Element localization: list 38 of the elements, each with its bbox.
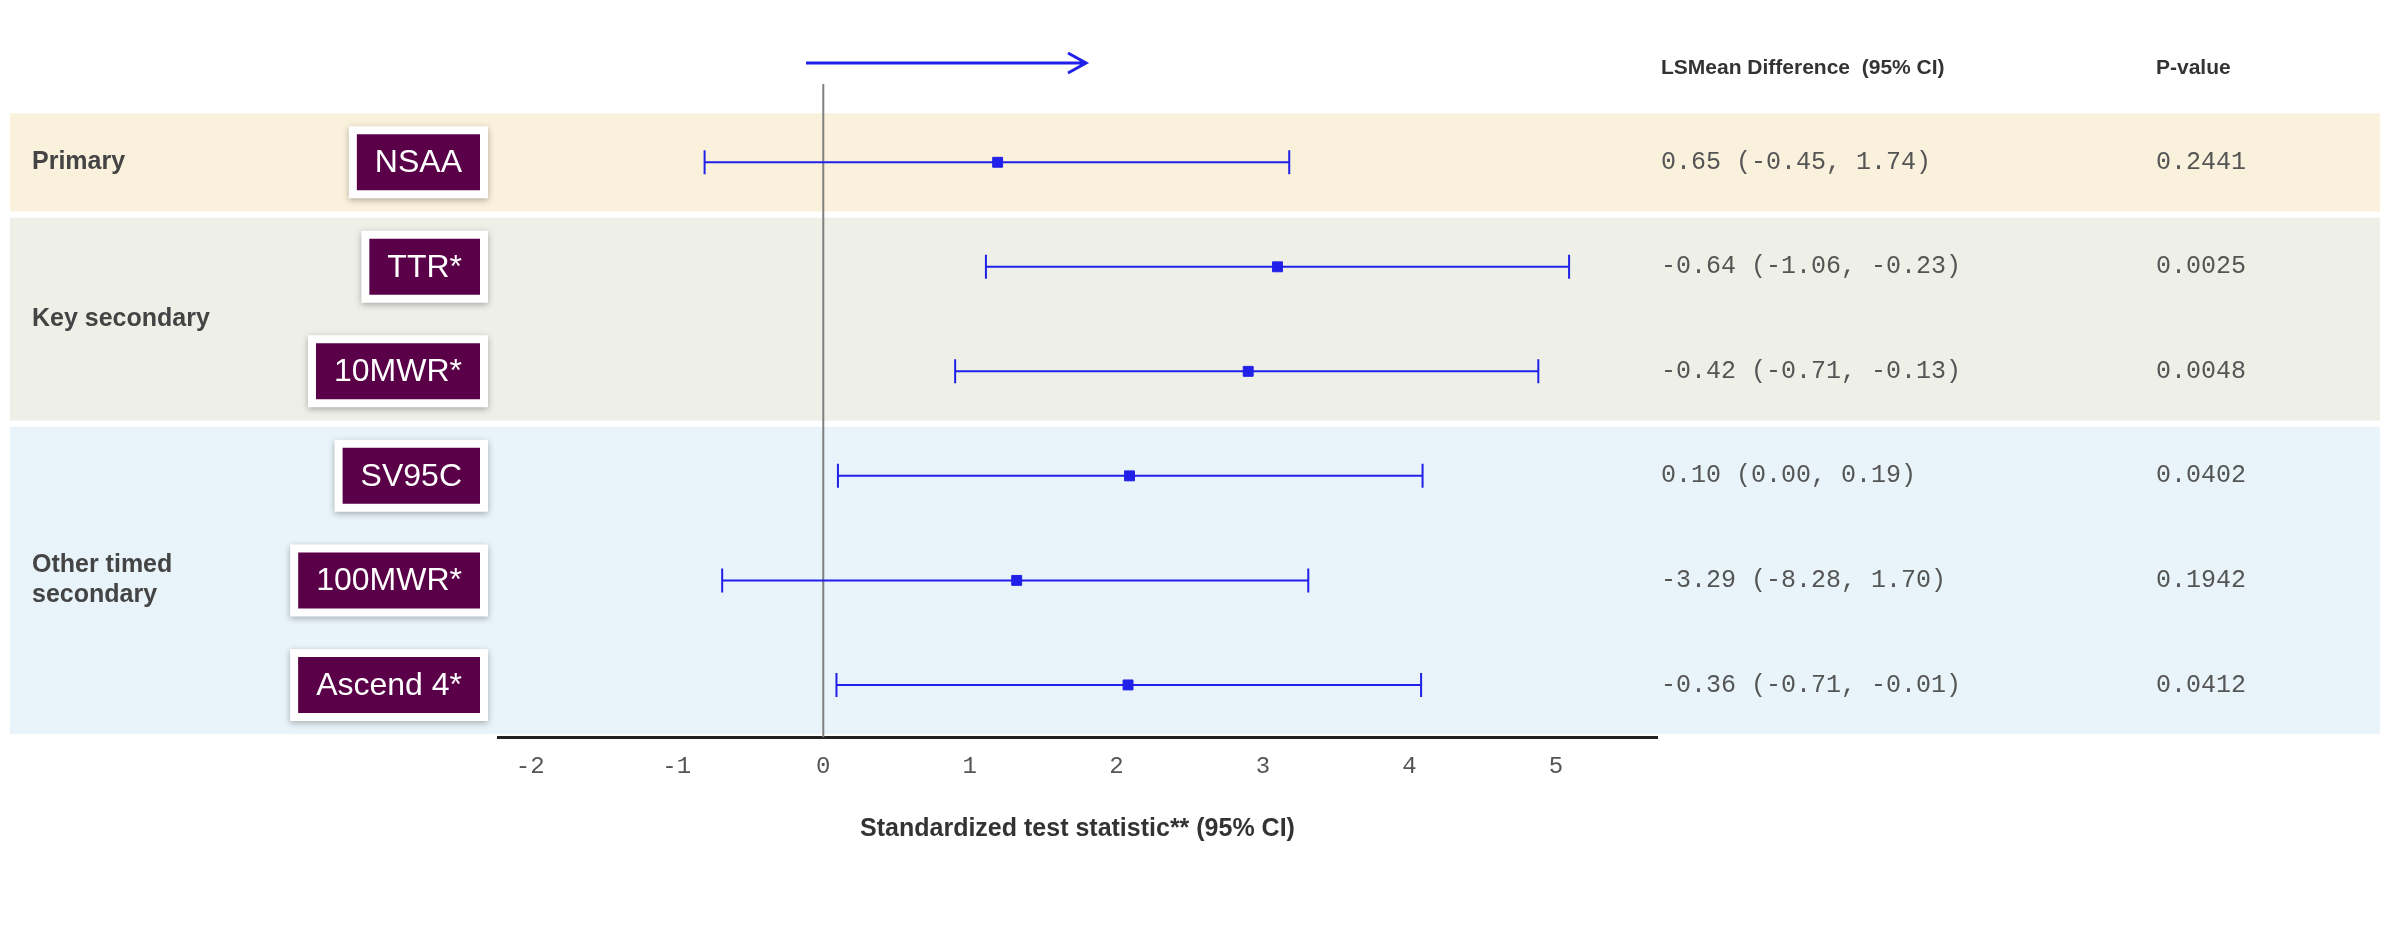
x-axis-title: Standardized test statistic** (95% CI) <box>860 812 1295 841</box>
text: 0.65 (-0.45, 1.74) <box>1661 147 1932 177</box>
x-tick-label: -1 <box>662 752 692 780</box>
band-label: Primary <box>32 146 126 175</box>
x-tick-label: 3 <box>1255 752 1271 780</box>
x-tick-label: -2 <box>515 752 545 780</box>
text: 0.0412 <box>2156 670 2247 700</box>
text: -3.29 (-8.28, 1.70) <box>1661 566 1947 596</box>
text: -0.36 (-0.71, -0.01) <box>1661 670 1962 700</box>
x-tick-label: 1 <box>962 752 978 780</box>
point <box>1242 365 1254 377</box>
text: 0.10 (0.00, 0.19) <box>1661 461 1917 491</box>
point <box>1272 261 1283 273</box>
x-tick-label: 5 <box>1548 752 1564 780</box>
point <box>992 156 1004 168</box>
text: 0.1942 <box>2156 566 2247 596</box>
y-tick-label: NSAA <box>374 143 463 180</box>
point <box>1122 679 1134 691</box>
x-tick-label: 0 <box>816 752 831 780</box>
y-tick-label: 10MWR* <box>333 352 462 389</box>
point <box>1124 470 1135 482</box>
x-tick-label: 4 <box>1402 752 1417 780</box>
band-label: Other timed secondary <box>32 549 173 608</box>
text: 0.0402 <box>2156 461 2247 491</box>
text: LSMean Difference (95% CI) <box>1661 54 1945 78</box>
text: 0.0048 <box>2156 356 2247 386</box>
text: P-value <box>2156 54 2231 78</box>
text: -0.64 (-1.06, -0.23) <box>1661 252 1962 282</box>
y-tick-label: Ascend 4* <box>316 665 462 702</box>
point <box>1011 574 1023 586</box>
text: 0.0025 <box>2156 252 2247 282</box>
y-tick-label: SV95C <box>360 456 462 493</box>
y-tick-label: TTR* <box>387 247 462 284</box>
x-tick-label: 2 <box>1109 752 1124 780</box>
y-tick-label: 100MWR* <box>316 561 462 598</box>
text: -0.42 (-0.71, -0.13) <box>1661 356 1962 386</box>
text: 0.2441 <box>2156 147 2247 177</box>
band-label: Key secondary <box>32 302 210 331</box>
